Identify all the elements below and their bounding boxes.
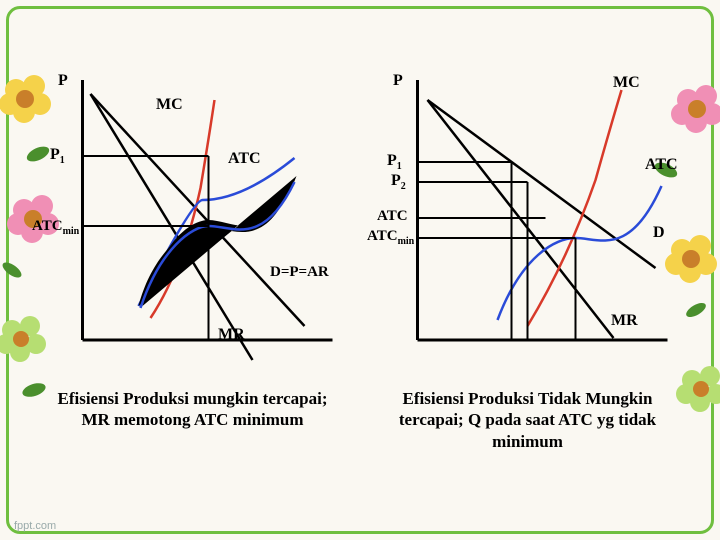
left-ATCmin-label: ATCmin bbox=[32, 218, 79, 237]
right-P2-label: P2 bbox=[391, 172, 406, 192]
right-P1-label: P1 bbox=[387, 152, 402, 172]
right-P-label: P bbox=[393, 72, 403, 90]
right-D-label: D bbox=[653, 224, 665, 242]
right-ATC-curve-label: ATC bbox=[645, 156, 678, 174]
right-MC-label: MC bbox=[613, 74, 640, 92]
right-ATClab: ATC bbox=[377, 208, 408, 225]
left-MR-label: MR bbox=[218, 326, 245, 344]
right-MR-label: MR bbox=[611, 312, 638, 330]
left-P1-label: P1 bbox=[50, 146, 65, 166]
footer-link: fppt.com bbox=[14, 520, 56, 532]
right-ATCmin-label: ATCmin bbox=[367, 228, 414, 247]
left-ATC-label: ATC bbox=[228, 150, 261, 168]
left-P-label: P bbox=[58, 72, 68, 90]
content-area: P MC P1 ATC ATCmin D=P=AR MR Efisiensi P… bbox=[40, 70, 680, 490]
left-chart-svg bbox=[40, 70, 345, 380]
right-panel: P MC P1 P2 ATC ATCmin ATC D MR Efisiensi… bbox=[375, 70, 680, 490]
left-D-label: D=P=AR bbox=[270, 264, 329, 281]
right-chart: P MC P1 P2 ATC ATCmin ATC D MR bbox=[375, 70, 680, 380]
left-caption: Efisiensi Produksi mungkin tercapai; MR … bbox=[40, 388, 345, 431]
left-chart: P MC P1 ATC ATCmin D=P=AR MR bbox=[40, 70, 345, 380]
left-panel: P MC P1 ATC ATCmin D=P=AR MR Efisiensi P… bbox=[40, 70, 345, 490]
left-MC-label: MC bbox=[156, 96, 183, 114]
right-chart-svg bbox=[375, 70, 680, 380]
right-caption: Efisiensi Produksi Tidak Mungkin tercapa… bbox=[375, 388, 680, 452]
